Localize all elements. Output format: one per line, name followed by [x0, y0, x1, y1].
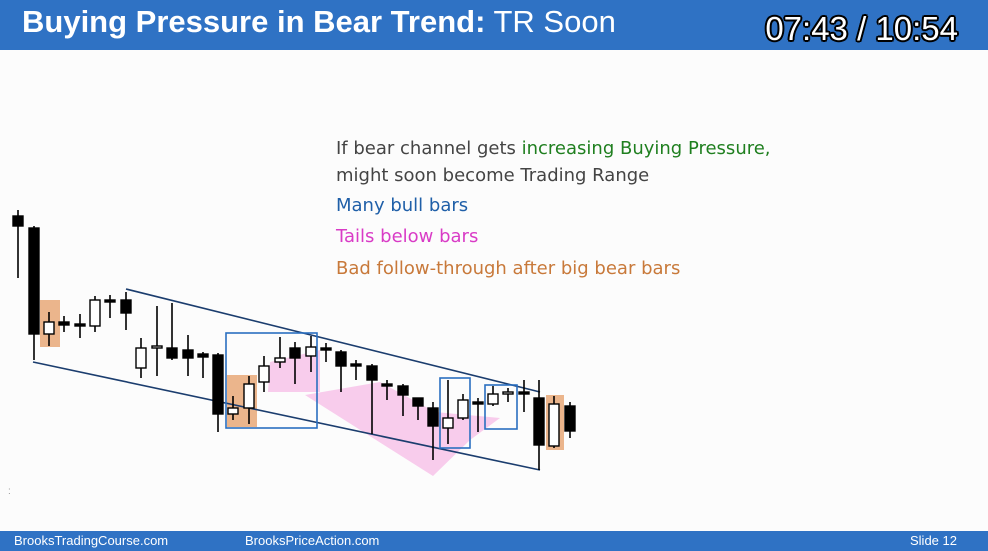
- title-bar: Buying Pressure in Bear Trend: TR Soon 0…: [0, 0, 988, 50]
- candle-body: [350, 363, 362, 367]
- candles: [12, 210, 576, 470]
- text-line1-highlight: increasing Buying Pressure,: [521, 138, 771, 159]
- text-line-follow-through: Bad follow-through after big bear bars: [336, 258, 681, 279]
- candle-body: [43, 321, 55, 335]
- footer-course-site: BrooksTradingCourse.com: [14, 533, 169, 548]
- channel-top-line: [125, 288, 541, 393]
- footer-price-action-site: BrooksPriceAction.com: [245, 533, 380, 548]
- video-timer: 07:43 / 10:54: [765, 10, 958, 47]
- candle-body: [335, 351, 347, 367]
- candle-body: [502, 391, 514, 395]
- candle-body: [166, 347, 178, 359]
- candle-body: [381, 383, 393, 387]
- slide-number: Slide 12: [910, 533, 957, 548]
- footer-bar: BrooksTradingCourse.com BrooksPriceActio…: [0, 531, 988, 551]
- text-line-bull-bars: Many bull bars: [336, 195, 469, 216]
- channel-bottom-line: [32, 361, 541, 471]
- slide-title-bold: Buying Pressure in Bear Trend:: [22, 4, 486, 39]
- candle-body: [28, 227, 40, 335]
- candle-body: [12, 215, 24, 227]
- candle-body: [104, 299, 116, 303]
- candle-body: [412, 397, 424, 407]
- bull-bars-box-1: [225, 332, 318, 429]
- candle-body: [487, 393, 499, 405]
- bull-bars-box-2: [439, 377, 471, 449]
- text-line1-prefix: If bear channel gets: [336, 138, 522, 159]
- slide-title: Buying Pressure in Bear Trend: TR Soon: [22, 4, 616, 40]
- candle-body: [212, 354, 224, 415]
- candle-body: [548, 403, 560, 447]
- candle-body: [135, 347, 147, 369]
- tail-highlight-right: [305, 382, 500, 476]
- text-line-trading-range: might soon become Trading Range: [336, 165, 650, 186]
- candle-body: [258, 365, 270, 383]
- candle-body: [243, 383, 255, 409]
- candle-body: [533, 397, 545, 446]
- candle-body: [227, 407, 239, 415]
- candle-body: [518, 391, 530, 395]
- candle-body: [182, 349, 194, 359]
- candle-body: [366, 365, 378, 381]
- text-line-buying-pressure: If bear channel gets increasing Buying P…: [336, 138, 771, 159]
- candle-body: [457, 399, 469, 419]
- candle-body: [120, 299, 132, 314]
- bull-bars-box-3: [484, 384, 518, 430]
- candle-body: [564, 405, 576, 432]
- candle-body: [442, 417, 454, 429]
- candle-body: [74, 323, 86, 327]
- candle-body: [305, 346, 317, 357]
- candle-body: [472, 401, 484, 405]
- candle-body: [397, 385, 409, 396]
- slide-content: [0, 50, 988, 531]
- candle-body: [151, 345, 163, 349]
- candle-body: [320, 347, 332, 351]
- text-line-tails: Tails below bars: [336, 226, 479, 247]
- candle-body: [58, 321, 70, 326]
- candle-body: [274, 357, 286, 363]
- candle-body: [427, 407, 439, 427]
- candle-body: [197, 353, 209, 358]
- candle-body: [289, 347, 301, 359]
- slide-title-rest: TR Soon: [485, 4, 616, 39]
- corner-mark: :: [8, 486, 11, 497]
- candle-body: [89, 299, 101, 327]
